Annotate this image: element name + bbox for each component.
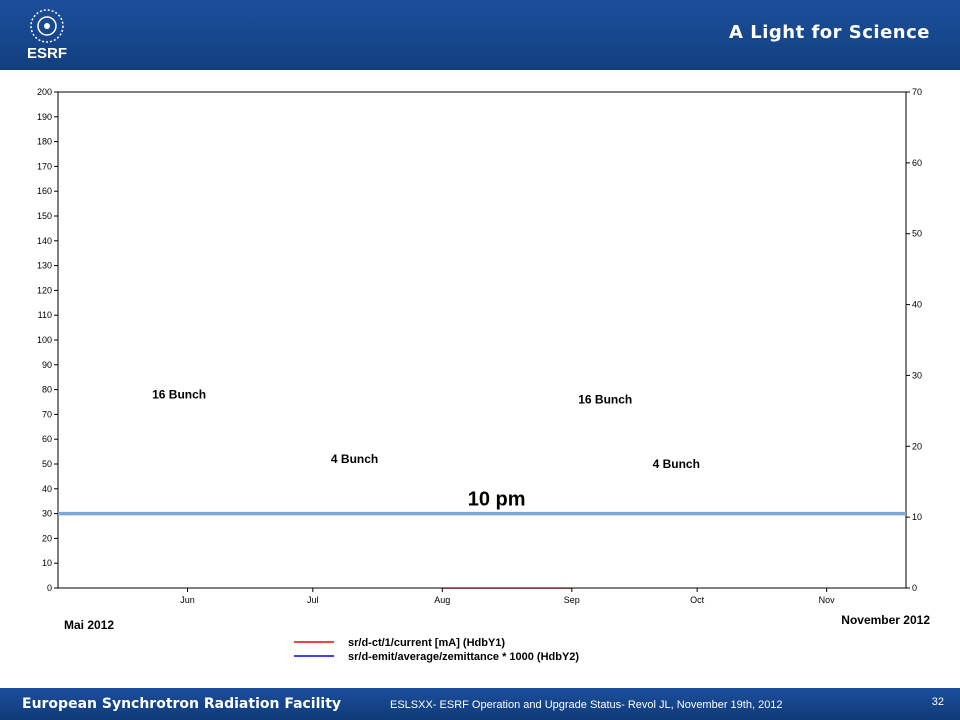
annotation-label: 4 Bunch xyxy=(331,452,378,466)
left-tick-label: 140 xyxy=(37,236,52,246)
x-tick-label: Jun xyxy=(180,595,195,605)
left-tick-label: 70 xyxy=(42,409,52,419)
left-tick-label: 190 xyxy=(37,112,52,122)
left-tick-label: 180 xyxy=(37,137,52,147)
emittance-chart: 0102030405060708090100110120130140150160… xyxy=(37,87,930,663)
right-tick-label: 50 xyxy=(912,229,922,239)
left-tick-label: 90 xyxy=(42,360,52,370)
chart-panel: 0 10 20 30 40 50 60 70 80 90 100 110 120 130 140 150 160… xyxy=(22,72,942,672)
left-tick-label: 20 xyxy=(42,533,52,543)
left-tick-label: 130 xyxy=(37,261,52,271)
left-tick-label: 0 xyxy=(47,583,52,593)
legend-label: sr/d-ct/1/current [mA] (HdbY1) xyxy=(348,637,505,649)
left-tick-label: 160 xyxy=(37,186,52,196)
right-tick-label: 30 xyxy=(912,370,922,380)
annotation-label: 16 Bunch xyxy=(578,393,632,407)
xlabel-left: Mai 2012 xyxy=(64,618,114,632)
left-tick-label: 200 xyxy=(37,87,52,97)
header-bar: ESRF A Light for Science xyxy=(0,0,960,70)
left-tick-label: 40 xyxy=(42,484,52,494)
legend: sr/d-ct/1/current [mA] (HdbY1) sr/d-emit/… xyxy=(294,637,579,663)
left-tick-label: 30 xyxy=(42,509,52,519)
annotation-box xyxy=(142,384,217,405)
left-tick-label: 50 xyxy=(42,459,52,469)
xlabel-right: November 2012 xyxy=(841,613,930,627)
footer-org: European Synchrotron Radiation Facility xyxy=(22,696,342,712)
annotation-box xyxy=(317,449,392,470)
right-tick-label: 0 xyxy=(912,583,917,593)
footer-citation: ESLSXX- ESRF Operation and Upgrade Statu… xyxy=(390,699,783,711)
x-tick-label: Oct xyxy=(690,595,705,605)
left-tick-label: 120 xyxy=(37,285,52,295)
footer-bar: European Synchrotron Radiation Facility … xyxy=(0,688,960,720)
annotation-box xyxy=(568,389,643,410)
svg-text:ESRF: ESRF xyxy=(27,45,67,62)
right-tick-label: 60 xyxy=(912,158,922,168)
right-tick-label: 10 xyxy=(912,512,922,522)
left-tick-label: 170 xyxy=(37,161,52,171)
x-tick-label: Nov xyxy=(819,595,836,605)
right-tick-label: 20 xyxy=(912,441,922,451)
x-tick-label: Sep xyxy=(564,595,580,605)
right-tick-label: 70 xyxy=(912,87,922,97)
reference-line-group: 10 pm xyxy=(58,489,906,516)
annotation-label: 4 Bunch xyxy=(653,457,700,471)
left-tick-label: 150 xyxy=(37,211,52,221)
right-tick-label: 40 xyxy=(912,300,922,310)
axes: 0102030405060708090100110120130140150160… xyxy=(37,87,922,605)
left-tick-label: 110 xyxy=(38,310,52,320)
plot-frame xyxy=(57,91,907,589)
esrf-logo: ESRF xyxy=(27,9,67,62)
tagline: A Light for Science xyxy=(729,22,930,43)
left-tick-label: 60 xyxy=(42,434,52,444)
reference-line-label: 10 pm xyxy=(468,489,526,511)
page-number: 32 xyxy=(931,696,944,708)
left-tick-label: 10 xyxy=(42,558,52,568)
left-tick-label: 100 xyxy=(37,335,52,345)
annotation-label: 16 Bunch xyxy=(152,388,206,402)
legend-label: sr/d-emit/average/zemittance * 1000 (Hdb… xyxy=(348,651,579,663)
x-tick-label: Jul xyxy=(307,595,319,605)
annotation-box xyxy=(639,454,714,474)
left-tick-label: 80 xyxy=(42,385,52,395)
x-tick-label: Aug xyxy=(434,595,450,605)
annotations: 16 Bunch 4 Bunch 16 Bunch 4 Bunch xyxy=(142,384,714,474)
